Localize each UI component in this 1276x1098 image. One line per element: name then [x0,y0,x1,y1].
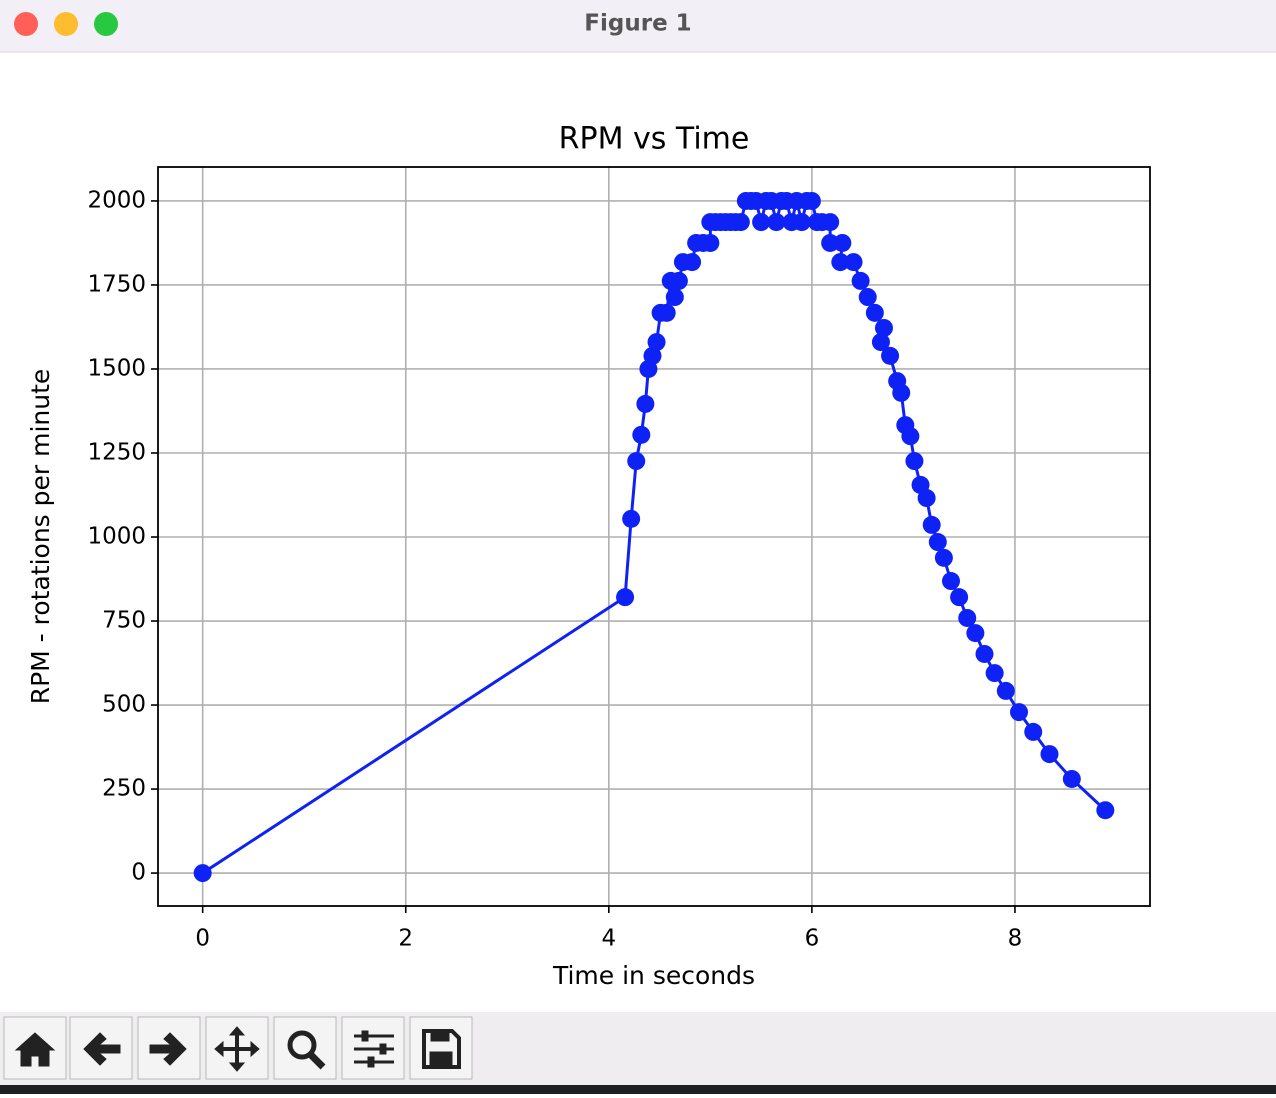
configure-button[interactable] [341,1016,405,1080]
data-point [665,288,684,307]
data-point [941,572,960,591]
y-tick-label: 750 [102,608,146,634]
data-point [701,233,720,252]
data-point [1024,722,1043,741]
data-point [1010,703,1029,722]
data-point [657,303,676,322]
data-point [917,489,936,508]
plot-frame [157,166,1151,907]
pan-button[interactable] [205,1016,269,1080]
data-point [1040,745,1059,764]
back-button[interactable] [69,1016,133,1080]
zoom-tool-button[interactable] [273,1016,337,1080]
y-tick-label: 1000 [87,524,146,550]
data-point [622,509,641,528]
window-title: Figure 1 [584,11,691,37]
data-point [193,864,212,883]
data-point [958,608,977,627]
y-tick-label: 500 [102,692,146,718]
data-point [905,452,924,471]
data-point [616,588,635,607]
data-point [874,318,893,337]
data-point [752,213,771,232]
data-point [966,624,985,643]
save-button[interactable] [409,1016,473,1080]
data-point [922,515,941,534]
data-point [767,213,786,232]
home-button[interactable] [3,1016,67,1080]
x-axis-label: Time in seconds [552,961,755,990]
data-point [802,191,821,210]
data-point [731,213,750,232]
background-editor [0,1085,1276,1094]
x-tick-label: 0 [195,926,210,952]
data-point [985,664,1004,683]
y-tick-label: 1750 [87,271,146,297]
data-point [928,533,947,552]
x-tick-label: 2 [398,926,413,952]
forward-button[interactable] [137,1016,201,1080]
data-point [975,644,994,663]
y-tick-label: 1500 [87,355,146,381]
plot: RPM vs Time Time in seconds RPM - rotation… [26,122,1151,990]
close-button[interactable] [14,12,38,36]
data-point [950,588,969,607]
data-point [792,213,811,232]
data-point [858,288,877,307]
y-tick-label: 250 [102,776,146,802]
data-point [632,425,651,444]
data-point [901,427,920,446]
x-tick-label: 4 [601,926,616,952]
data-point [831,253,850,272]
data-point [683,253,702,272]
y-axis-label: RPM - rotations per minute [26,369,55,705]
data-point [892,383,911,402]
x-tick-label: 8 [1008,926,1023,952]
data-point [1062,769,1081,788]
data-point [934,548,953,567]
chart-title: RPM vs Time [559,122,750,157]
title-bar [0,0,1276,52]
data-point [1096,801,1115,820]
data-point [881,346,900,365]
data-point [851,271,870,290]
zoom-button[interactable] [94,12,118,36]
y-tick-label: 1250 [87,439,146,465]
data-point [647,333,666,352]
data-point [643,346,662,365]
data-point [627,452,646,471]
data-point [871,333,890,352]
y-tick-label: 0 [131,860,146,886]
data-point [865,303,884,322]
data-point [833,233,852,252]
data-point [996,681,1015,700]
data-point [844,253,863,272]
data-point [636,394,655,413]
data-point [669,271,688,290]
y-tick-label: 2000 [87,187,146,213]
data-point [821,213,840,232]
x-tick-label: 6 [805,926,820,952]
minimize-button[interactable] [54,12,78,36]
